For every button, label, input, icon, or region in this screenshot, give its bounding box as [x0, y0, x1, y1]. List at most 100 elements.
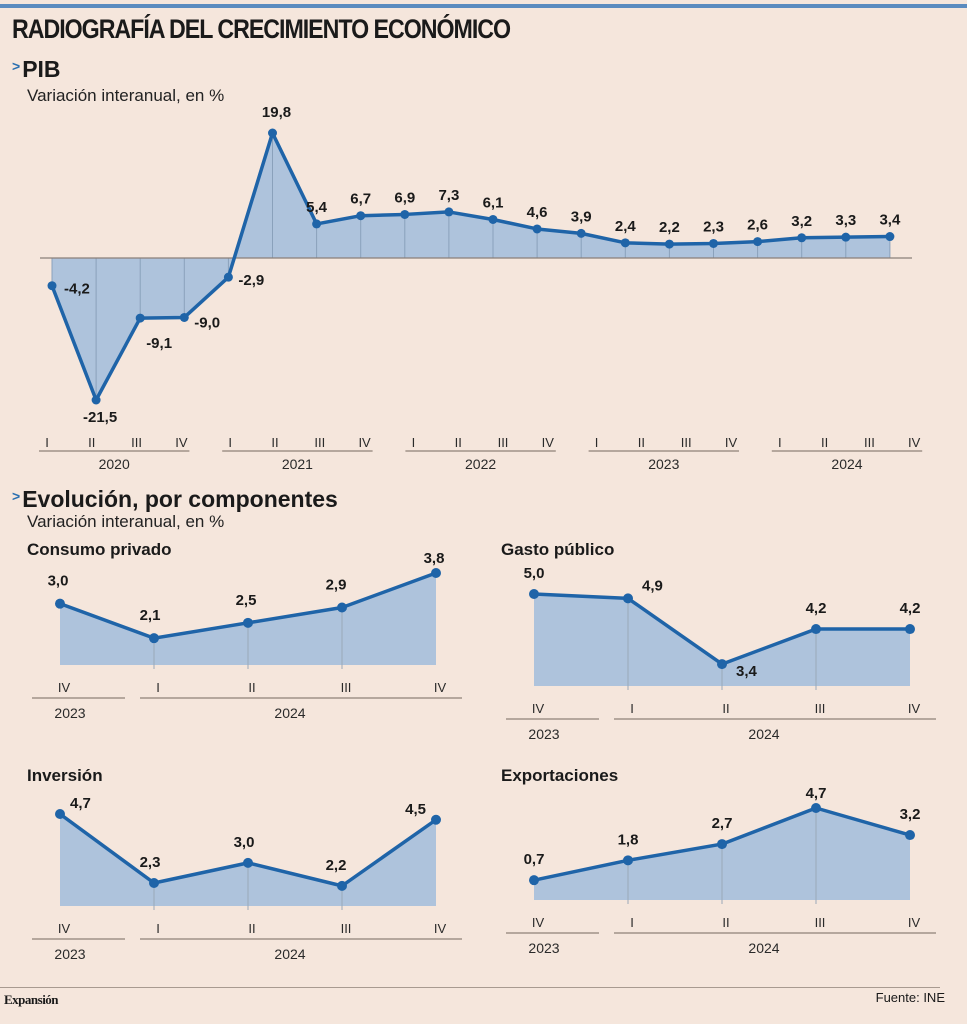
pib-quarter-tick: III: [131, 435, 142, 450]
pib-quarter-tick: IV: [175, 435, 188, 450]
inversion-value-label: 2,2: [326, 857, 347, 874]
gasto-data-point: [717, 659, 727, 670]
pib-value-label: 3,4: [879, 212, 901, 229]
consumo-data-point: [337, 602, 347, 613]
exportaciones-quarter-tick: III: [815, 915, 826, 930]
pib-quarter-tick: III: [864, 435, 875, 450]
pib-value-label: 6,7: [350, 191, 371, 208]
exportaciones-year-label: 2024: [748, 940, 779, 956]
gasto-quarter-tick: II: [722, 701, 729, 716]
brand-logo: Expansión: [4, 992, 59, 1007]
inversion-year-label: 2023: [54, 946, 85, 962]
exportaciones-value-label: 3,2: [900, 806, 921, 823]
exportaciones-value-label: 2,7: [712, 815, 733, 832]
pib-year-label: 2022: [465, 456, 496, 472]
source-note: Fuente: INE: [875, 990, 945, 1005]
top-accent-bar: [0, 4, 967, 8]
gasto-value-label: 3,4: [736, 663, 758, 680]
pib-series-line: [50, 131, 890, 402]
pib-quarter-tick: I: [778, 435, 782, 450]
consumo-value-label: 2,5: [236, 592, 257, 609]
consumo-quarter-tick: III: [341, 680, 352, 695]
pib-data-point: [444, 207, 454, 217]
pib-value-label: 7,3: [438, 187, 459, 204]
pib-quarter-tick: II: [88, 435, 95, 450]
pib-value-label: -21,5: [83, 409, 117, 426]
pib-data-point: [135, 313, 145, 323]
gasto-quarter-tick: IV: [532, 701, 545, 716]
gasto-title: Gasto público: [501, 540, 615, 559]
consumo-value-label: 2,1: [140, 607, 161, 624]
gasto-data-point: [811, 624, 821, 635]
gasto-data-point: [529, 589, 539, 599]
pib-section-title: >PIB: [12, 56, 61, 83]
chevron-right-icon: >: [12, 58, 21, 74]
pib-value-label: 3,9: [571, 208, 592, 225]
page-title: RADIOGRAFÍA DEL CRECIMIENTO ECONÓMICO: [12, 14, 511, 44]
pib-value-label: -4,2: [64, 281, 90, 298]
chevron-right-icon: >: [12, 488, 21, 504]
consumo-value-label: 3,0: [48, 573, 69, 590]
pib-year-label: 2021: [282, 456, 313, 472]
pib-data-point: [179, 312, 189, 322]
pib-data-point: [576, 228, 586, 238]
inversion-data-point: [337, 880, 347, 891]
gasto-data-point: [623, 593, 633, 604]
pib-data-point: [664, 239, 674, 249]
inversion-year-label: 2024: [274, 946, 305, 962]
consumo-quarter-tick: IV: [58, 680, 71, 695]
pib-quarter-tick: II: [821, 435, 828, 450]
pib-data-point: [223, 272, 233, 282]
consumo-value-label: 2,9: [326, 577, 347, 594]
consumo-title: Consumo privado: [27, 540, 172, 559]
inversion-value-label: 4,7: [70, 795, 91, 812]
pib-value-label: -2,9: [238, 272, 264, 289]
pib-data-point: [312, 219, 322, 229]
gasto-quarter-tick: III: [815, 701, 826, 716]
components-title-text: Evolución, por componentes: [22, 486, 338, 512]
pib-title-text: PIB: [22, 56, 61, 82]
pib-value-label: 6,1: [483, 194, 504, 211]
components-subtitle: Variación interanual, en %: [27, 512, 225, 531]
pib-quarter-tick: I: [228, 435, 232, 450]
pib-year-label: 2023: [648, 456, 679, 472]
inversion-value-label: 2,3: [140, 854, 161, 871]
consumo-quarter-tick: IV: [434, 680, 447, 695]
consumo-chart: [32, 568, 462, 699]
gasto-quarter-tick: IV: [908, 701, 921, 716]
pib-data-point: [356, 211, 366, 221]
exportaciones-data-point: [623, 855, 633, 866]
pib-data-point: [532, 224, 542, 234]
pib-year-label: 2024: [831, 456, 862, 472]
consumo-data-point: [431, 568, 441, 578]
inversion-data-point: [149, 878, 159, 888]
pib-value-label: 4,6: [527, 204, 548, 221]
inversion-data-point: [55, 809, 65, 819]
pib-data-point: [797, 233, 807, 243]
exportaciones-quarter-tick: II: [722, 915, 729, 930]
pib-quarter-tick: III: [498, 435, 509, 450]
exportaciones-title: Exportaciones: [501, 766, 619, 785]
exportaciones-data-point: [905, 830, 915, 841]
exportaciones-value-label: 4,7: [806, 785, 827, 802]
inversion-value-label: 4,5: [405, 801, 426, 818]
consumo-value-label: 3,8: [424, 550, 445, 567]
pib-data-point: [841, 232, 851, 242]
exportaciones-chart: [506, 803, 936, 934]
pib-value-label: 6,9: [394, 189, 415, 206]
pib-value-label: 3,3: [835, 212, 856, 229]
pib-quarter-tick: I: [45, 435, 49, 450]
inversion-quarter-tick: IV: [434, 921, 447, 936]
pib-value-label: 19,8: [262, 104, 291, 121]
gasto-chart: [506, 589, 936, 720]
gasto-year-label: 2023: [528, 726, 559, 742]
pib-area: [52, 133, 890, 400]
pib-value-label: 2,6: [747, 217, 768, 234]
inversion-title: Inversión: [27, 766, 103, 785]
gasto-value-label: 4,9: [642, 577, 663, 594]
components-section-title: >Evolución, por componentes: [12, 486, 338, 513]
pib-value-label: 2,4: [615, 218, 637, 235]
gasto-value-label: 4,2: [806, 600, 827, 617]
pib-quarter-tick: III: [314, 435, 325, 450]
pib-value-label: 2,2: [659, 219, 680, 236]
